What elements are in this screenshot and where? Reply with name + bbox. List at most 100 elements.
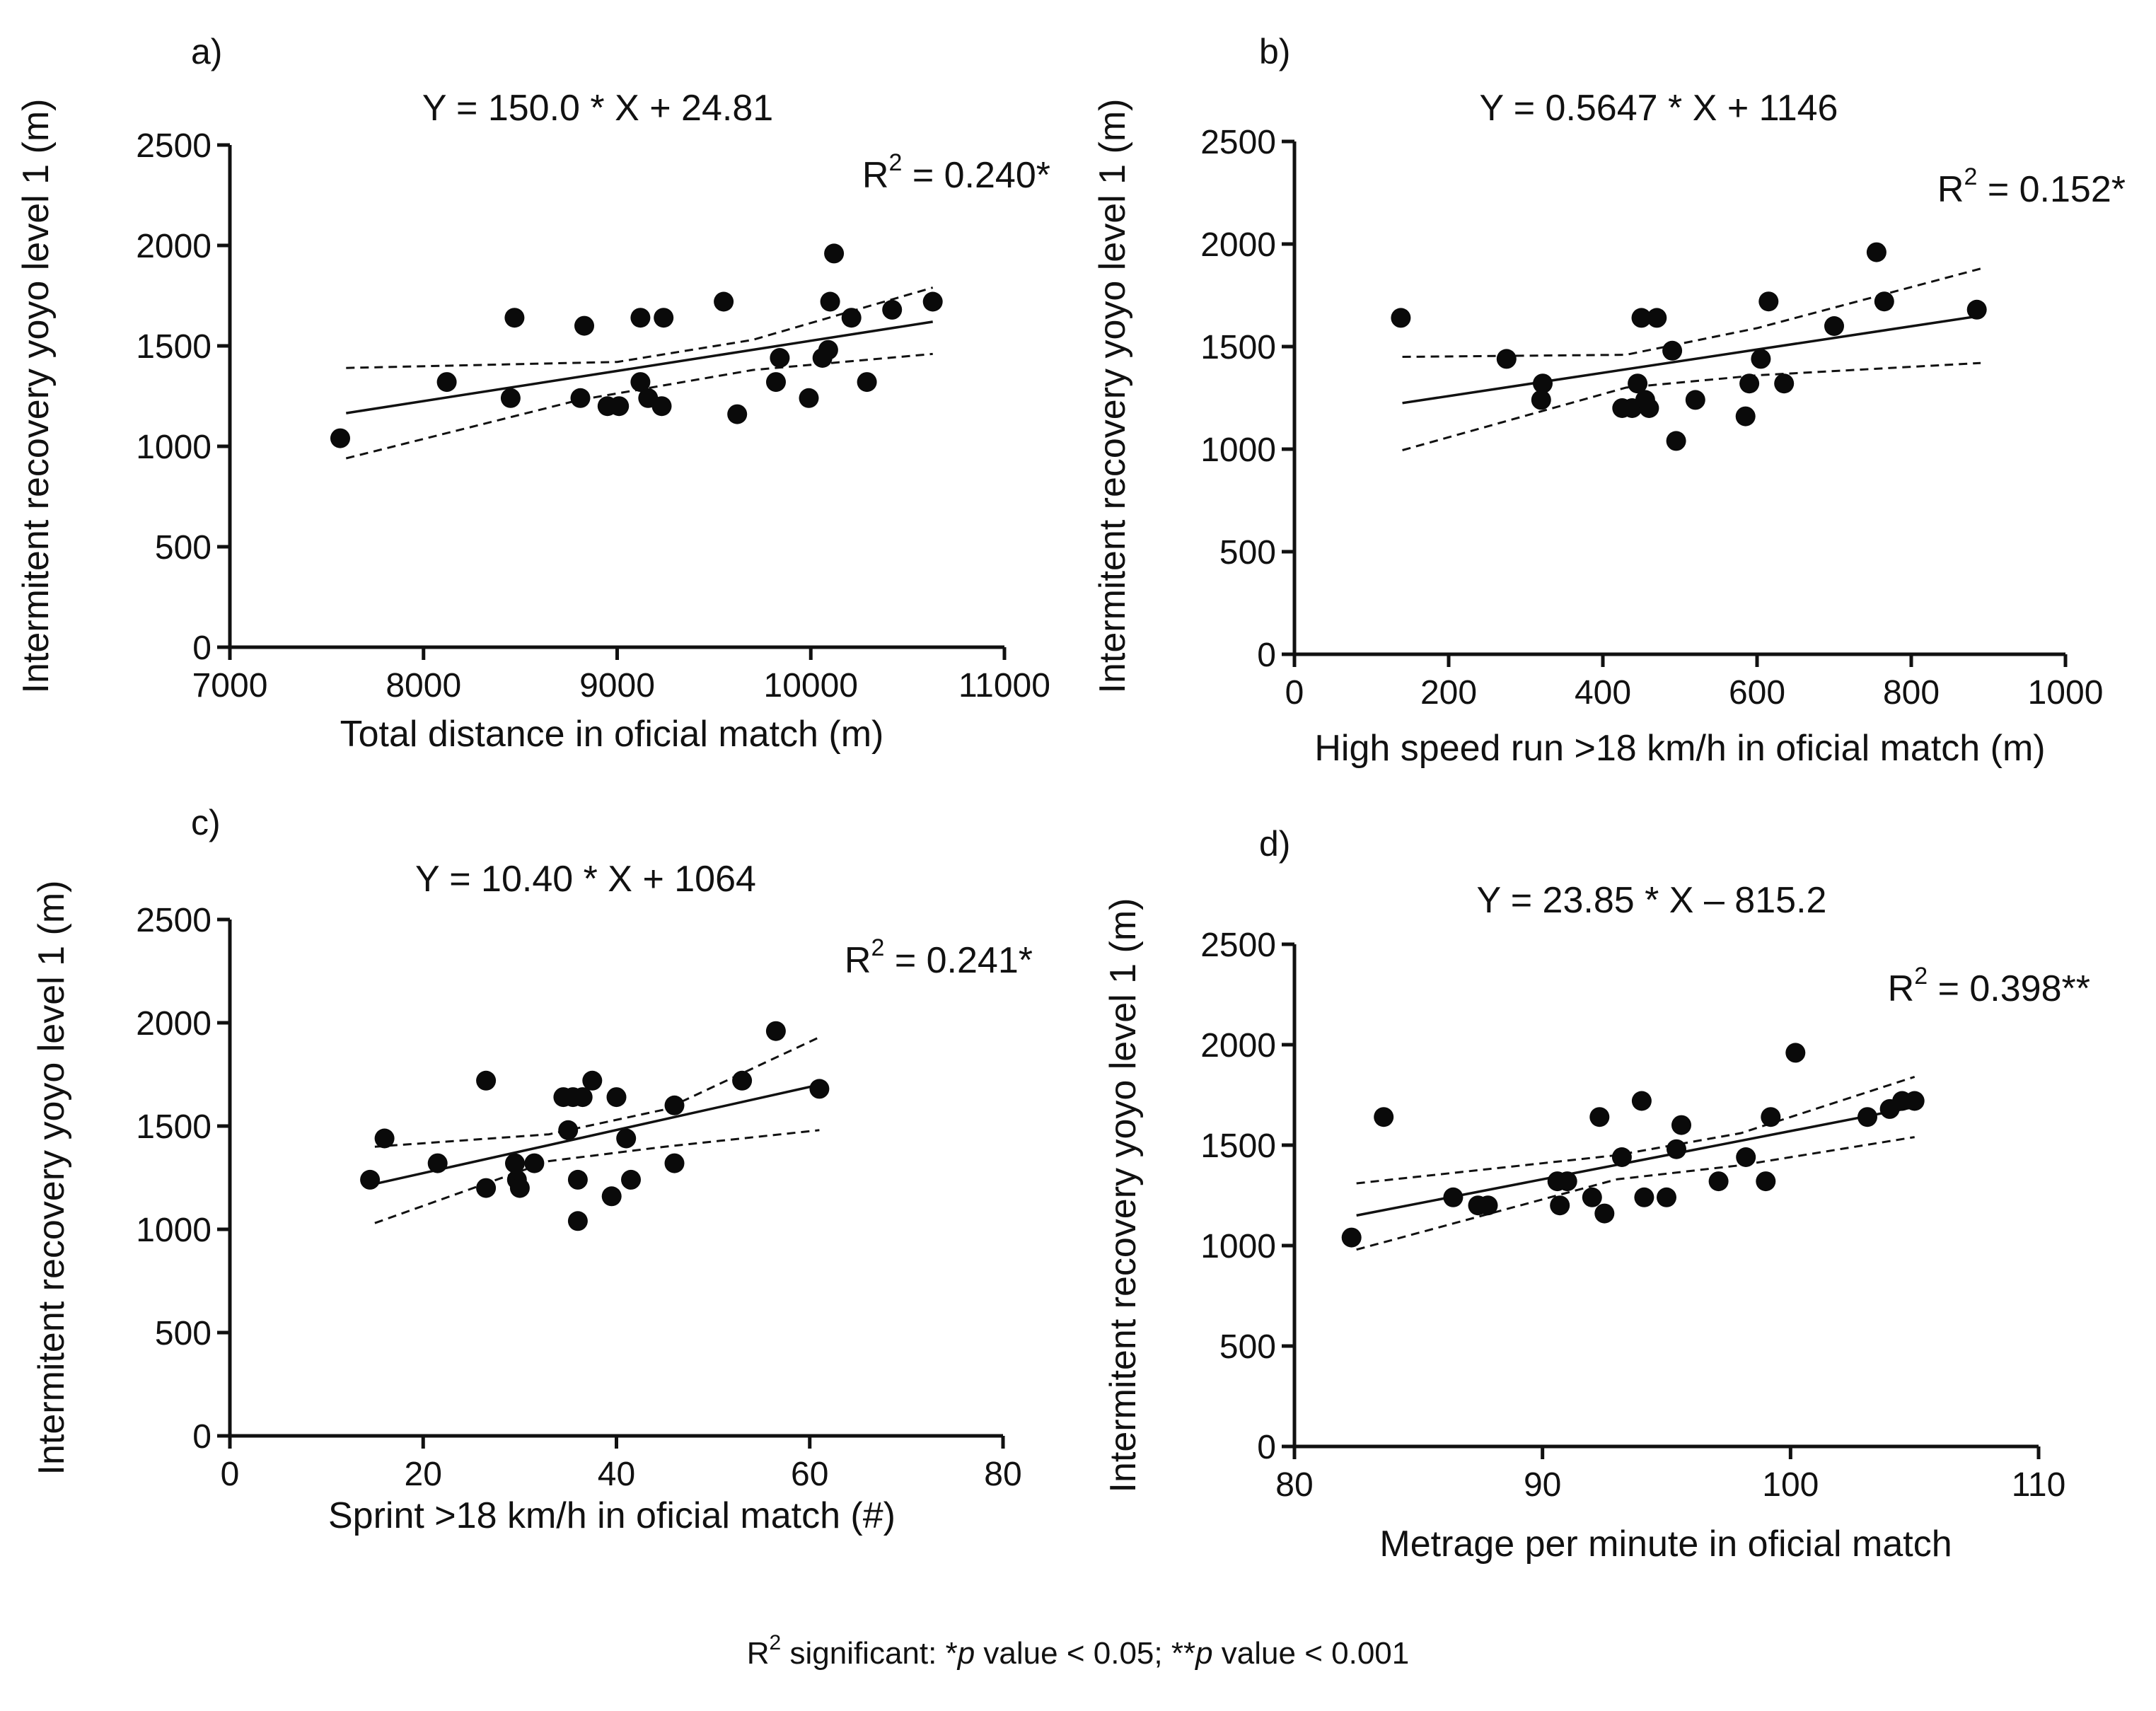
panel-label: b) — [1259, 32, 1290, 71]
x-tick-label: 200 — [1420, 674, 1477, 712]
panel-a: 0 500 1000 1500 2000 2500 7000 8000 9000 10000 110… — [16, 32, 1050, 755]
data-point — [436, 372, 457, 393]
footnote-threshold-1: value < 0.05; ** — [975, 1636, 1195, 1671]
data-point — [504, 308, 525, 328]
data-point — [1657, 1187, 1676, 1207]
data-point — [1866, 242, 1886, 262]
data-point — [601, 1186, 622, 1207]
panel-d: 0 500 1000 1500 2000 2500 80 90 100 110 d) Y = 23.8… — [1103, 824, 2090, 1565]
footnote-p1: p — [956, 1636, 975, 1671]
data-point — [570, 388, 591, 408]
x-tick-label: 0 — [221, 1456, 240, 1493]
r-squared-value: = 0.398** — [1928, 968, 2090, 1009]
x-tick-label: 7000 — [192, 667, 268, 704]
data-point — [1756, 1171, 1776, 1192]
data-point — [582, 1070, 603, 1091]
ci-upper-line — [346, 286, 934, 369]
data-point — [330, 428, 350, 448]
data-point — [509, 1178, 530, 1198]
panel-c: 0 500 1000 1500 2000 2500 0 20 40 60 80 c) Y = 10.40… — [31, 803, 1033, 1536]
x-tick-label: 10000 — [764, 667, 858, 704]
footnote-superscript: 2 — [770, 1631, 782, 1654]
y-axis-label: Intermitent recovery yoyo level 1 (m) — [1103, 898, 1144, 1493]
x-tick-label: 600 — [1729, 674, 1785, 712]
y-tick-label: 1000 — [136, 1212, 211, 1249]
panel-label: c) — [191, 803, 221, 842]
data-point — [1594, 1203, 1615, 1224]
y-tick-label: 0 — [192, 1418, 211, 1456]
y-tick-label: 1500 — [1200, 329, 1276, 366]
data-point — [1496, 349, 1517, 369]
data-point — [1341, 1227, 1362, 1248]
x-tick-label: 11000 — [958, 667, 1050, 704]
y-tick-label: 2500 — [136, 902, 211, 939]
x-tick-label: 80 — [984, 1456, 1021, 1493]
r-squared: R2 = 0.240* — [862, 149, 1050, 196]
data-point — [809, 1079, 830, 1099]
regression-equation: Y = 23.85 * X – 815.2 — [1477, 880, 1827, 921]
data-point — [500, 388, 521, 408]
data-point — [1966, 299, 1987, 320]
regression-equation: Y = 0.5647 * X + 1146 — [1480, 88, 1838, 129]
data-point — [1582, 1187, 1602, 1207]
data-point — [1708, 1171, 1729, 1192]
r-squared: R2 = 0.398** — [1888, 963, 2090, 1009]
r-squared-value: = 0.152* — [1977, 169, 2126, 210]
data-point — [922, 291, 943, 312]
y-tick-label: 2000 — [136, 228, 211, 265]
regression-equation: Y = 10.40 * X + 1064 — [415, 859, 756, 900]
y-tick-label: 2000 — [136, 1005, 211, 1043]
r-squared: R2 = 0.241* — [845, 934, 1033, 981]
data-point — [882, 299, 903, 320]
data-point — [572, 1087, 593, 1108]
y-tick-label: 1000 — [136, 429, 211, 466]
data-point — [1666, 431, 1686, 451]
y-tick-label: 500 — [155, 529, 211, 567]
r-squared-value: = 0.240* — [902, 155, 1050, 196]
data-point — [1631, 1091, 1652, 1111]
y-tick-label: 500 — [1219, 534, 1276, 572]
data-point — [820, 291, 840, 312]
data-point — [476, 1178, 497, 1198]
x-tick-label: 100 — [1762, 1466, 1819, 1504]
data-point — [1550, 1195, 1570, 1216]
x-axis-label: Metrage per minute in oficial match — [1379, 1524, 1952, 1565]
footnote-threshold-2: value < 0.001 — [1213, 1636, 1410, 1671]
r-squared-superscript: 2 — [1914, 963, 1928, 990]
data-point — [1736, 1147, 1756, 1167]
data-point — [505, 1153, 525, 1173]
data-point — [1824, 316, 1844, 336]
data-point — [651, 396, 672, 417]
x-axis-label: High speed run >18 km/h in oficial match… — [1314, 728, 2045, 769]
data-point — [1611, 1147, 1632, 1167]
data-point — [360, 1169, 381, 1190]
r-squared: R2 = 0.152* — [1937, 163, 2126, 210]
x-tick-label: 9000 — [579, 667, 655, 704]
x-tick-label: 800 — [1883, 674, 1940, 712]
footnote-r: R — [747, 1636, 770, 1671]
data-point — [857, 372, 877, 393]
data-point — [766, 372, 786, 393]
data-point — [1531, 390, 1551, 410]
footnote: R2 significant: *p value < 0.05; **p val… — [747, 1631, 1409, 1671]
data-point — [1761, 1107, 1781, 1127]
data-point — [732, 1070, 753, 1091]
data-point — [1557, 1171, 1577, 1192]
y-tick-label: 0 — [192, 630, 211, 667]
data-point — [824, 243, 845, 264]
panel-label: a) — [191, 32, 222, 71]
data-point — [1874, 291, 1894, 312]
data-point — [1671, 1115, 1691, 1135]
data-point — [1391, 308, 1411, 328]
x-tick-label: 110 — [2012, 1466, 2066, 1504]
data-point — [1478, 1195, 1498, 1216]
data-point — [664, 1153, 685, 1173]
data-point — [1647, 308, 1667, 328]
ci-lower-line — [1402, 361, 1981, 451]
data-point — [1758, 291, 1779, 312]
x-tick-label: 0 — [1285, 674, 1304, 712]
data-point — [630, 308, 651, 328]
r-squared-superscript: 2 — [1964, 163, 1977, 190]
data-point — [1443, 1187, 1464, 1207]
